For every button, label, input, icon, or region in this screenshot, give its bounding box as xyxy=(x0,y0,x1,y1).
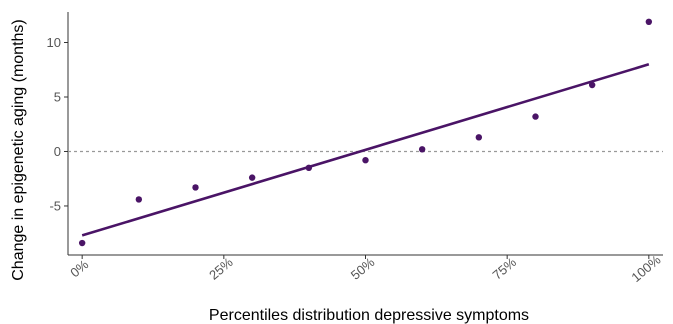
x-tick-label-1: 25% xyxy=(206,254,236,282)
y-tick-label-2: 5 xyxy=(54,89,61,104)
data-point-4 xyxy=(305,164,313,172)
axes xyxy=(67,12,663,256)
y-tick-label-0: -5 xyxy=(49,198,61,213)
x-tick-label-4: 100% xyxy=(628,252,663,285)
y-tick-label-3: 10 xyxy=(47,35,61,50)
y-ticks: -5 0 5 10 xyxy=(47,35,68,213)
data-point-9 xyxy=(588,81,596,89)
data-point-8 xyxy=(532,113,539,120)
data-point-5 xyxy=(362,156,369,164)
data-point-2 xyxy=(192,184,199,191)
data-point-0 xyxy=(78,239,86,247)
x-tick-label-0: 0% xyxy=(67,256,91,280)
data-point-7 xyxy=(475,134,483,141)
x-tick-label-2: 50% xyxy=(348,254,378,282)
fit-line xyxy=(81,63,650,237)
data-point-1 xyxy=(135,196,143,203)
data-points xyxy=(78,18,653,247)
x-ticks: 0% 25% 50% 75% 100% xyxy=(67,252,664,285)
data-point-3 xyxy=(248,174,256,181)
x-axis-title: Percentiles distribution depressive symp… xyxy=(209,307,529,324)
data-point-6 xyxy=(418,146,426,153)
y-axis-title: Change in epigenetic aging (months) xyxy=(10,19,27,281)
y-tick-label-1: 0 xyxy=(54,144,61,159)
data-point-10 xyxy=(645,18,653,26)
x-tick-label-3: 75% xyxy=(489,254,519,282)
